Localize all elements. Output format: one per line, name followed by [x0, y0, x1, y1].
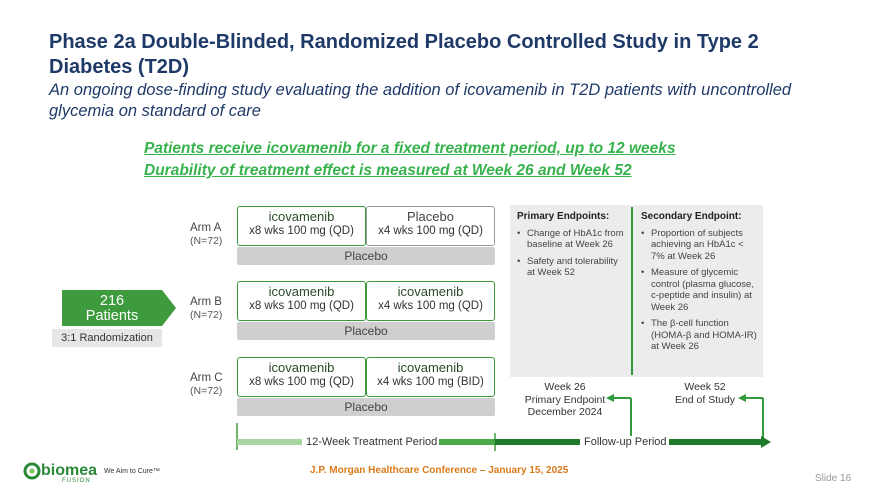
- patients-count: 216: [99, 293, 125, 309]
- arm-b-first-period: icovamenib x8 wks 100 mg (QD): [237, 281, 366, 321]
- arm-b-name: Arm B: [190, 296, 222, 308]
- timeline-treatment-light: [237, 439, 302, 445]
- tagline: We Aim to Cure™: [104, 468, 160, 475]
- arm-a-second-dose: x4 wks 100 mg (QD): [378, 225, 483, 237]
- week52-line1: Week 52: [684, 381, 726, 393]
- week52-arrowhead-icon: [738, 394, 746, 402]
- treatment-period-label: 12-Week Treatment Period: [304, 436, 440, 448]
- arm-c-name: Arm C: [190, 372, 223, 384]
- secondary-endpoint-heading: Secondary Endpoint:: [641, 211, 742, 222]
- secondary-endpoint-item: Measure of glycemic control (plasma gluc…: [641, 267, 759, 313]
- arm-a-name: Arm A: [190, 222, 222, 234]
- arm-a-first-period: icovamenib x8 wks 100 mg (QD): [237, 206, 366, 246]
- arm-b-first-drug: icovamenib: [268, 284, 335, 299]
- week26-line3: December 2024: [527, 406, 603, 418]
- patients-arrow-icon: [162, 290, 176, 326]
- arm-b-label: Arm B (N=72): [190, 296, 222, 322]
- patients-box: 216 Patients: [62, 290, 176, 326]
- week26-label: Week 26 Primary Endpoint December 2024: [515, 381, 615, 419]
- week26-line2: Primary Endpoint: [524, 393, 606, 406]
- slide-number: Slide 16: [815, 473, 852, 484]
- arm-c-placebo: Placebo: [237, 398, 495, 416]
- arm-a-first-drug: icovamenib: [268, 209, 335, 224]
- arm-b-second-dose: x4 wks 100 mg (QD): [378, 300, 483, 312]
- patients-label: Patients: [85, 308, 139, 324]
- arm-a-second-drug: Placebo: [407, 209, 454, 224]
- arm-c-n: (N=72): [190, 385, 223, 397]
- arm-c-first-dose: x8 wks 100 mg (QD): [249, 376, 354, 388]
- arm-b-n: (N=72): [190, 309, 223, 321]
- arm-a-placebo: Placebo: [237, 247, 495, 265]
- logo-text: biomea: [41, 462, 98, 479]
- page-subtitle: An ongoing dose-finding study evaluating…: [49, 81, 792, 120]
- timeline-treatment-mid: [430, 439, 495, 445]
- conference-footer: J.P. Morgan Healthcare Conference – Janu…: [310, 465, 569, 476]
- followup-period-label: Follow-up Period: [582, 436, 669, 448]
- highlight-treatment: Patients receive icovamenib for a fixed …: [144, 140, 676, 157]
- primary-endpoints: Primary Endpoints: Change of HbA1c from …: [517, 211, 627, 284]
- arm-c-first-period: icovamenib x8 wks 100 mg (QD): [237, 357, 366, 397]
- primary-endpoint-item: Change of HbA1c from baseline at Week 26: [517, 228, 627, 251]
- page-title: Phase 2a Double-Blinded, Randomized Plac…: [49, 31, 759, 78]
- endpoints-divider: [631, 207, 633, 375]
- primary-endpoints-heading: Primary Endpoints:: [517, 211, 610, 222]
- timeline-followup-dark: [495, 439, 580, 445]
- week26-arrowhead-icon: [606, 394, 614, 402]
- secondary-endpoint-item: Proportion of subjects achieving an HbA1…: [641, 228, 759, 263]
- primary-endpoint-item: Safety and tolerability at Week 52: [517, 256, 627, 279]
- arm-a-second-period: Placebo x4 wks 100 mg (QD): [366, 206, 495, 246]
- timeline-end-arrow-icon: [761, 436, 771, 448]
- arm-c-second-drug: icovamenib: [397, 360, 464, 375]
- arm-a-n: (N=72): [190, 235, 223, 247]
- arm-b-placebo: Placebo: [237, 322, 495, 340]
- week52-label: Week 52 End of Study: [660, 381, 750, 406]
- timeline-followup-end: [666, 439, 763, 445]
- secondary-endpoint-item: The β-cell function (HOMA-β and HOMA-IR)…: [641, 318, 759, 353]
- secondary-endpoint: Secondary Endpoint: Proportion of subjec…: [641, 211, 759, 358]
- arm-b-first-dose: x8 wks 100 mg (QD): [249, 300, 354, 312]
- logo-subtext: FUSION: [62, 478, 91, 484]
- week26-line1: Week 26: [544, 381, 586, 393]
- arm-a-label: Arm A (N=72): [190, 222, 222, 248]
- arm-c-second-period: icovamenib x4 wks 100 mg (BID): [366, 357, 495, 397]
- week52-line2: End of Study: [674, 393, 736, 406]
- arm-c-second-dose: x4 wks 100 mg (BID): [377, 376, 484, 388]
- biomea-logo-icon: [23, 462, 41, 480]
- highlight-durability: Durability of treatment effect is measur…: [144, 162, 632, 179]
- randomization-label: 3:1 Randomization: [52, 329, 162, 347]
- arm-a-first-dose: x8 wks 100 mg (QD): [249, 225, 354, 237]
- arm-b-second-drug: icovamenib: [397, 284, 464, 299]
- arm-b-second-period: icovamenib x4 wks 100 mg (QD): [366, 281, 495, 321]
- arm-c-first-drug: icovamenib: [268, 360, 335, 375]
- arm-c-label: Arm C (N=72): [190, 372, 223, 398]
